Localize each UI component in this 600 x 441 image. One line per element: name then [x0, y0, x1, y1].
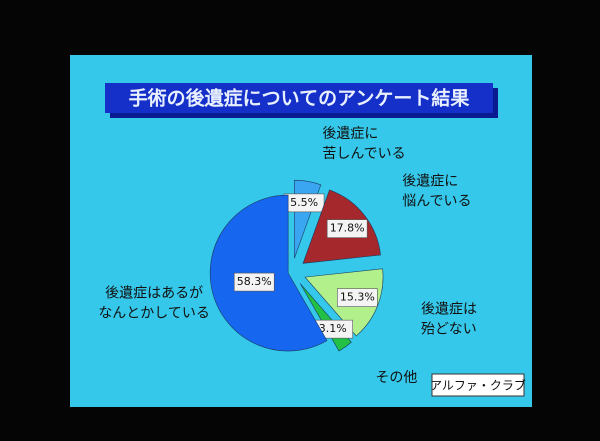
source-box — [431, 373, 525, 397]
category-label-line: 悩んでいる — [402, 194, 471, 210]
category-label-line: 後遺症は — [421, 301, 477, 317]
category-label-line: なんとかしている — [98, 305, 210, 321]
value-label: 5.5% — [290, 196, 318, 209]
category-label-line: 後遺症に — [322, 126, 378, 142]
value-label-box — [337, 288, 378, 307]
value-label-box — [326, 219, 368, 238]
category-label: 後遺症はあるがなんとかしている — [98, 285, 210, 321]
source: アルファ・クラブ — [430, 378, 526, 393]
value-label: 15.3% — [340, 291, 375, 304]
value-label: 17.8% — [330, 222, 365, 235]
category-label-line: 後遺症に — [402, 174, 458, 190]
value-label: 58.3% — [237, 275, 272, 288]
title-box — [105, 83, 493, 113]
category-label-line: その他 — [375, 370, 417, 386]
value-label: 3.1% — [319, 322, 347, 335]
category-label: 後遺症は殆どない — [421, 301, 477, 337]
category-label: 後遺症に苦しんでいる — [322, 126, 405, 162]
category-label-line: 苦しんでいる — [322, 146, 405, 162]
chart-title: 手術の後遺症についてのアンケート結果 — [129, 87, 470, 110]
category-label: その他 — [375, 370, 417, 386]
value-label-box — [233, 272, 275, 292]
category-label-line: 後遺症はあるが — [105, 285, 203, 301]
category-label-line: 殆どない — [421, 321, 477, 337]
category-label: 後遺症に悩んでいる — [402, 174, 471, 210]
